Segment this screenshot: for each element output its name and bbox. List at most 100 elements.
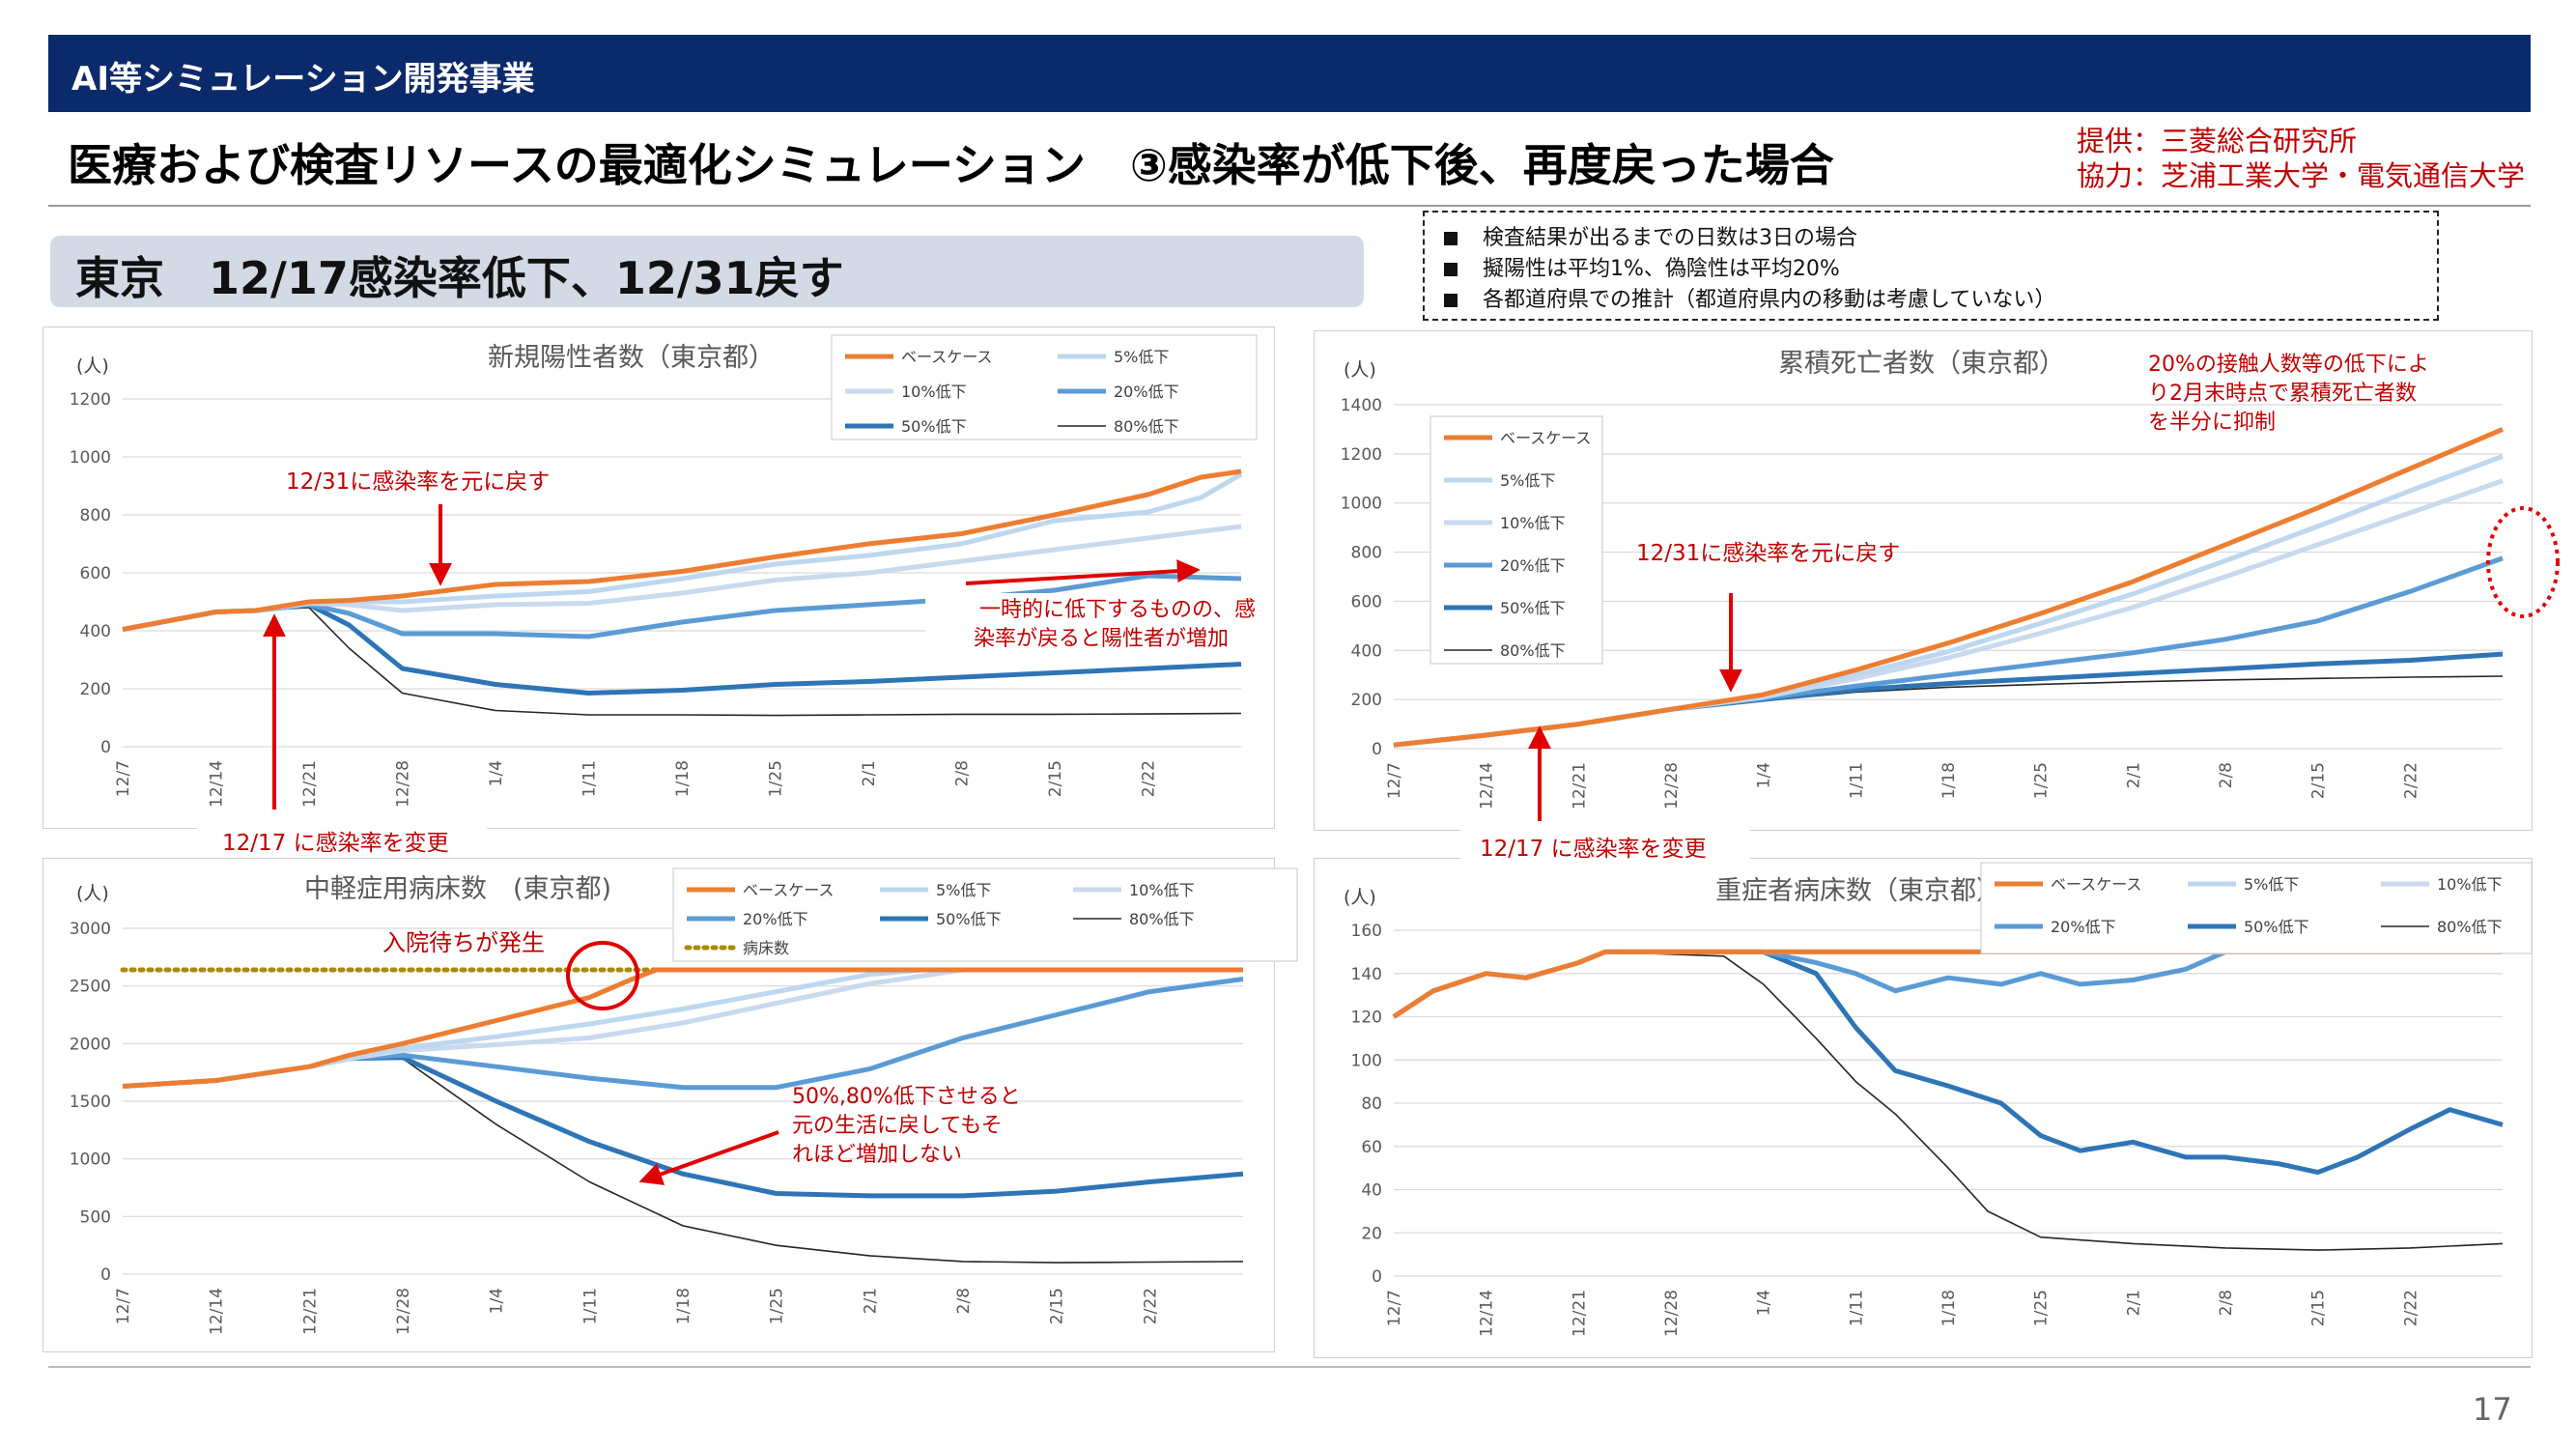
x-tick-label: 2/1: [860, 760, 879, 786]
x-tick-group: 1/11: [580, 760, 600, 797]
legend-label: 20%低下: [1500, 556, 1566, 575]
y-tick-label: 1400: [1341, 396, 1382, 415]
series-line-ベースケース: [122, 967, 1243, 1089]
chart-new-cases: 新規陽性者数（東京都） (人) 0 200 400 600 800 1000 1200 12/7 1…: [70, 334, 1258, 808]
chart-panel-severe-beds: 重症者病床数（東京都） (人) 0 20 40 60 80 100 120 140 160 12/7 1…: [1314, 858, 2533, 1358]
x-tick-label: 2/22: [2401, 1290, 2420, 1326]
y-tick-label: 1000: [70, 1151, 111, 1170]
scenario-title: 東京 12/17感染率低下、12/31戻す: [75, 252, 844, 304]
chart-title: 累積死亡者数（東京都）: [1778, 349, 2065, 379]
scenario-banner: 東京 12/17感染率低下、12/31戻す: [50, 236, 1364, 307]
x-tick-group: 1/4: [1755, 762, 1774, 788]
legend-box: [1980, 862, 2533, 954]
footer-divider: [48, 1366, 2531, 1368]
x-tick-group: 12/7: [114, 760, 133, 797]
x-tick-group: 1/4: [488, 1288, 507, 1314]
chart-panel-cumulative-deaths: 累積死亡者数（東京都） (人) 0 200 400 600 800 1000 1200 1400 1…: [1314, 330, 2533, 831]
credit-cooperation: 協力：芝浦工業大学・電気通信大学: [2077, 159, 2526, 192]
y-tick-label: 140: [1351, 965, 1382, 984]
legend-label: 5%低下: [2244, 875, 2299, 894]
x-tick-group: 2/1: [861, 1288, 880, 1314]
x-tick-group: 12/14: [1478, 1290, 1497, 1337]
note-item: 各都道府県での推計（都道府県内の移動は考慮していない）: [1444, 282, 2055, 313]
x-tick-group: 2/8: [2217, 762, 2236, 788]
x-tick-group: 12/7: [114, 1288, 133, 1324]
x-tick-group: 1/11: [580, 1288, 600, 1324]
page-title: 医療および検査リソースの最適化シミュレーション ③感染率が低下後、再度戻った場合: [68, 139, 1834, 191]
legend-label: 5%低下: [1114, 348, 1169, 366]
y-tick-label: 200: [1351, 691, 1382, 710]
bullet-square-icon: [1444, 263, 1458, 276]
legend-label: 80%低下: [1114, 417, 1179, 436]
y-tick-label: 0: [100, 738, 111, 757]
x-tick-group: 2/8: [954, 1288, 974, 1314]
x-tick-label: 1/4: [1755, 762, 1774, 788]
y-tick-label: 800: [1351, 544, 1382, 563]
credit-block: 提供：三菱総合研究所 協力：芝浦工業大学・電気通信大学: [2077, 124, 2525, 193]
x-tick-label: 1/11: [1847, 1290, 1866, 1326]
legend-label: 20%低下: [2051, 918, 2116, 936]
x-tick-group: 1/18: [673, 760, 693, 797]
x-tick-label: 2/22: [2401, 762, 2420, 799]
page-number: 17: [2473, 1391, 2512, 1428]
x-tick-label: 2/8: [953, 760, 973, 786]
y-tick-label: 200: [80, 680, 111, 699]
x-tick-group: 12/14: [208, 1288, 227, 1335]
x-tick-label: 12/14: [1478, 1290, 1497, 1337]
x-tick-group: 1/18: [674, 1288, 694, 1324]
x-tick-group: 1/25: [767, 760, 786, 797]
x-tick-label: 12/21: [1570, 1290, 1589, 1337]
x-tick-label: 1/25: [768, 1288, 787, 1324]
x-tick-group: 1/4: [1755, 1290, 1774, 1316]
x-tick-label: 2/15: [2309, 1290, 2329, 1326]
x-tick-group: 1/4: [487, 760, 506, 786]
legend-label: 50%低下: [2244, 918, 2309, 936]
annotation-text: 12/17 に感染率を変更: [222, 831, 449, 856]
y-unit-label: (人): [1344, 887, 1376, 908]
x-tick-label: 2/1: [2124, 762, 2143, 788]
x-tick-group: 2/15: [1046, 760, 1065, 797]
y-tick-label: 1000: [70, 448, 111, 468]
note-item: 擬陽性は平均1%、偽陰性は平均20%: [1444, 251, 1840, 282]
x-tick-group: 12/7: [1385, 1290, 1404, 1326]
legend-label: 10%低下: [1500, 514, 1566, 532]
legend-label: ベースケース: [901, 348, 992, 366]
y-tick-label: 80: [1361, 1094, 1382, 1114]
x-tick-group: 12/7: [1385, 762, 1404, 799]
x-tick-group: 1/25: [768, 1288, 787, 1324]
x-tick-label: 2/8: [2217, 762, 2236, 788]
x-tick-group: 1/11: [1847, 762, 1866, 799]
series-line-50%低下: [122, 1055, 1244, 1199]
x-tick-group: 2/22: [1140, 760, 1159, 797]
y-tick-label: 800: [80, 506, 111, 526]
series-line-50%低下: [122, 602, 1242, 696]
chart-cumulative-deaths: 累積死亡者数（東京都） (人) 0 200 400 600 800 1000 1200 1400 1…: [1341, 349, 2504, 810]
legend-label: 10%低下: [2437, 875, 2503, 894]
legend-label: 50%低下: [901, 417, 967, 436]
chart-panel-new-cases: 新規陽性者数（東京都） (人) 0 200 400 600 800 1000 1200 12/7 1…: [42, 327, 1275, 829]
legend-label: 50%低下: [1500, 599, 1566, 617]
x-tick-group: 12/28: [394, 1288, 413, 1335]
x-tick-group: 2/15: [2309, 1290, 2329, 1326]
series-line-80%低下: [1393, 951, 2504, 1251]
x-tick-group: 2/8: [2217, 1290, 2236, 1316]
legend-label: 80%低下: [1129, 910, 1195, 928]
chart-title: 新規陽性者数（東京都）: [488, 343, 775, 373]
x-tick-group: 2/15: [1048, 1288, 1067, 1324]
y-tick-label: 600: [1351, 592, 1382, 611]
y-unit-label: (人): [1344, 359, 1376, 381]
x-tick-group: 12/21: [300, 1288, 320, 1335]
y-tick-label: 600: [80, 564, 111, 583]
x-tick-group: 2/22: [2401, 762, 2420, 799]
y-tick-label: 400: [80, 622, 111, 641]
y-tick-label: 1000: [1341, 495, 1382, 514]
y-tick-label: 120: [1351, 1009, 1382, 1028]
legend-label: ベースケース: [1500, 429, 1591, 447]
header-label: AI等シミュレーション開発事業: [71, 60, 535, 99]
bullet-square-icon: [1444, 294, 1458, 307]
x-tick-label: 2/15: [2309, 762, 2329, 799]
y-tick-label: 160: [1351, 922, 1382, 941]
legend-label: ベースケース: [743, 881, 834, 899]
x-tick-group: 2/1: [860, 760, 879, 786]
y-tick-label: 0: [1372, 1267, 1382, 1287]
